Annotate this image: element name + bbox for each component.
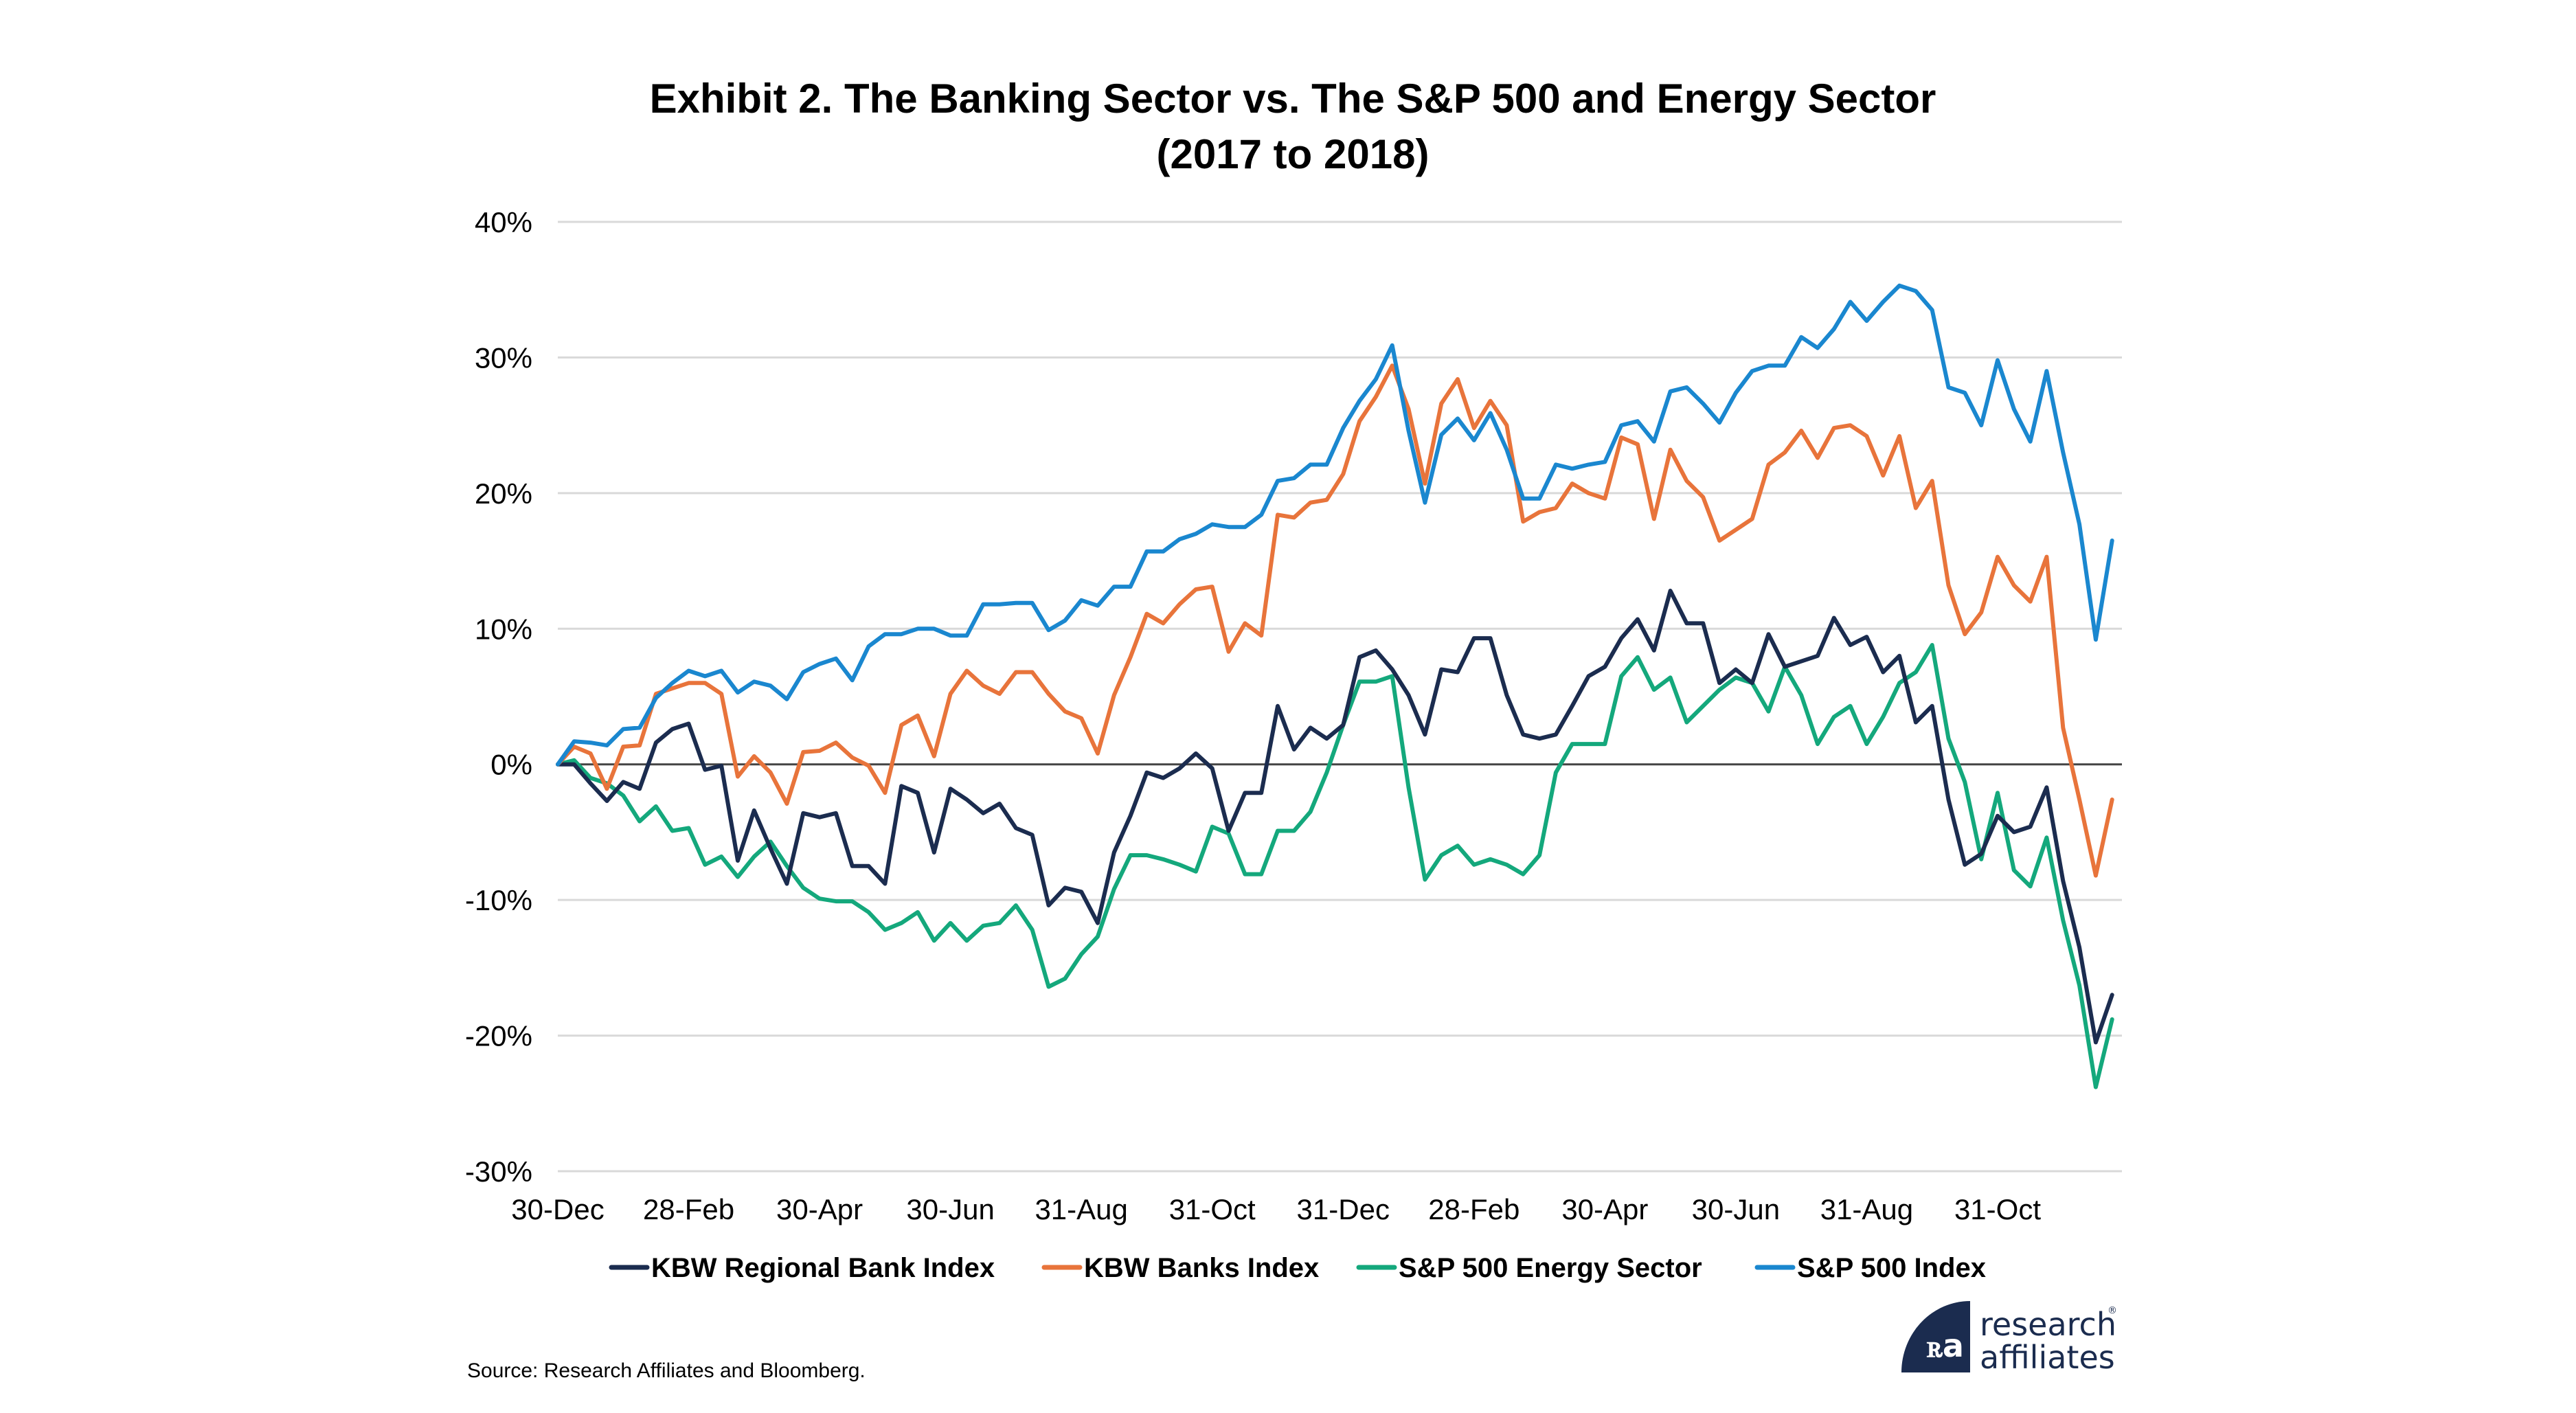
research-affiliates-logo: ꭱa research affiliates ® — [1901, 1301, 2117, 1376]
y-tick-label: 20% — [475, 477, 532, 510]
x-tick-label: 28-Feb — [643, 1193, 734, 1225]
x-tick-label: 30-Apr — [776, 1193, 863, 1225]
y-axis-labels: 40% 30% 20% 10% 0% -10% -20% -30% — [465, 206, 532, 1188]
logo-mark-icon: ꭱa — [1926, 1327, 1964, 1364]
chart-subtitle: (2017 to 2018) — [1157, 131, 1430, 177]
x-tick-label: 28-Feb — [1428, 1193, 1519, 1225]
series-line-s-p-500-index — [556, 283, 2114, 767]
x-axis-labels: 30-Dec 28-Feb 30-Apr 30-Jun 31-Aug 31-Oct 31-D… — [511, 1193, 2041, 1225]
logo-registered-mark: ® — [2108, 1305, 2117, 1316]
logo-text-line2: affiliates — [1980, 1339, 2115, 1376]
y-tick-label: 0% — [490, 749, 532, 781]
x-tick-label: 31-Oct — [1954, 1193, 2041, 1225]
chart-title: Exhibit 2. The Banking Sector vs. The S&… — [650, 76, 1936, 122]
series-line-kbw-banks-index — [556, 363, 2114, 878]
y-tick-label: -10% — [465, 884, 532, 916]
x-tick-label: 31-Dec — [1297, 1193, 1390, 1225]
y-tick-label: 10% — [475, 613, 532, 645]
logo-text-line1: research — [1980, 1306, 2116, 1343]
y-tick-label: -20% — [465, 1020, 532, 1052]
legend-label: KBW Regional Bank Index — [651, 1253, 995, 1283]
x-tick-label: 30-Apr — [1561, 1193, 1648, 1225]
legend-label: KBW Banks Index — [1084, 1253, 1319, 1283]
logo-quarter-circle-icon — [1901, 1301, 1970, 1372]
legend-item-kbw-regional-bank-index: KBW Regional Bank Index — [609, 1253, 995, 1283]
source-note: Source: Research Affiliates and Bloomber… — [467, 1359, 866, 1382]
x-tick-label: 31-Aug — [1820, 1193, 1913, 1225]
y-tick-label: -30% — [465, 1155, 532, 1188]
legend-item-s-p-500-index: S&P 500 Index — [1754, 1253, 1986, 1283]
gridlines — [558, 221, 2122, 1173]
x-tick-label: 30-Jun — [1692, 1193, 1780, 1225]
legend-label: S&P 500 Energy Sector — [1399, 1253, 1702, 1283]
x-tick-label: 31-Aug — [1035, 1193, 1127, 1225]
x-tick-label: 31-Oct — [1169, 1193, 1256, 1225]
y-tick-label: 30% — [475, 341, 532, 374]
plot-series — [556, 283, 2114, 1089]
x-tick-label: 30-Dec — [511, 1193, 604, 1225]
series-line-kbw-regional-bank-index — [556, 589, 2114, 1045]
y-tick-label: 40% — [475, 206, 532, 238]
legend-item-s-p-500-energy-sector: S&P 500 Energy Sector — [1356, 1253, 1702, 1283]
x-tick-label: 30-Jun — [906, 1193, 994, 1225]
legend-item-kbw-banks-index: KBW Banks Index — [1041, 1253, 1319, 1283]
series-line-s-p-500-energy-sector — [556, 643, 2114, 1089]
legend-label: S&P 500 Index — [1797, 1253, 1986, 1283]
legend: KBW Regional Bank Index KBW Banks Index S&… — [609, 1253, 1986, 1283]
